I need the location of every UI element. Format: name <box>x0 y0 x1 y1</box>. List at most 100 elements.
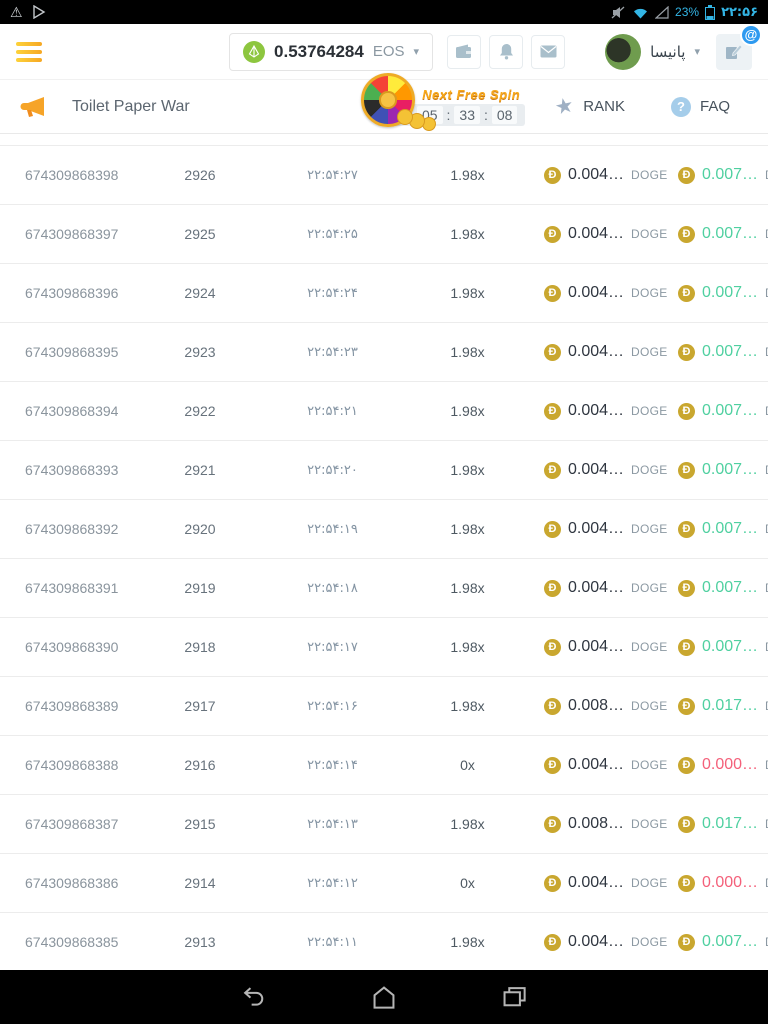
rank-link[interactable]: ★ RANK <box>553 93 625 119</box>
bet-profit-cell: Đ 0.007… DOGE <box>678 638 768 656</box>
bet-amount-cell: Đ 0.004… DOGE <box>510 756 678 774</box>
bet-profit-currency: DOGE <box>765 463 768 477</box>
menu-button[interactable] <box>16 41 42 62</box>
bet-amount-currency: DOGE <box>631 581 668 595</box>
table-row[interactable]: 674309868391 2919 ۲۲:۵۴:۱۸ 1.98x Đ 0.004… <box>0 559 768 618</box>
bet-multiplier: 1.98x <box>450 580 485 596</box>
balance-selector[interactable]: 0.53764284 EOS ▾ <box>229 32 434 71</box>
bet-amount: 0.004… <box>568 225 625 242</box>
table-row[interactable]: 674309868389 2917 ۲۲:۵۴:۱۶ 1.98x Đ 0.008… <box>0 677 768 736</box>
notifications-button[interactable] <box>489 34 524 69</box>
doge-coin-icon: Đ <box>678 343 695 361</box>
table-row[interactable]: 674309868387 2915 ۲۲:۵۴:۱۳ 1.98x Đ 0.008… <box>0 795 768 854</box>
doge-coin-icon: Đ <box>678 166 695 184</box>
bet-id: 674309868386 <box>25 875 119 891</box>
countdown-minutes: 33 <box>454 106 480 124</box>
table-row[interactable]: 674309868398 2926 ۲۲:۵۴:۲۷ 1.98x Đ 0.004… <box>0 146 768 205</box>
doge-coin-icon: Đ <box>678 756 695 774</box>
bet-amount-cell: Đ 0.004… DOGE <box>510 579 678 597</box>
faq-link[interactable]: ? FAQ <box>670 96 730 117</box>
home-icon <box>373 986 395 1009</box>
doge-coin-icon: Đ <box>544 520 561 538</box>
announcement-text[interactable]: Toilet Paper War <box>72 97 190 115</box>
bet-amount-cell: Đ 0.004… DOGE <box>510 166 678 184</box>
free-spin-widget[interactable]: Next Free Spin 05 : 33 : 08 <box>360 73 526 127</box>
bet-amount-currency: DOGE <box>631 404 668 418</box>
user-menu[interactable]: پانیسا ▾ <box>605 33 700 70</box>
bet-amount-currency: DOGE <box>631 640 668 654</box>
back-icon <box>243 987 264 1006</box>
doge-coin-icon: Đ <box>544 579 561 597</box>
bet-profit-currency: DOGE <box>765 168 768 182</box>
bet-amount: 0.004… <box>568 756 625 773</box>
bet-profit-cell: Đ 0.007… DOGE <box>678 520 768 538</box>
table-row[interactable]: 674309868393 2921 ۲۲:۵۴:۲۰ 1.98x Đ 0.004… <box>0 441 768 500</box>
bet-profit: 0.007… <box>702 933 759 950</box>
bet-id: 674309868391 <box>25 580 119 596</box>
bet-profit-cell: Đ 0.007… DOGE <box>678 579 768 597</box>
bet-multiplier: 1.98x <box>450 167 485 183</box>
table-row[interactable]: 674309868395 2923 ۲۲:۵۴:۲۳ 1.98x Đ 0.004… <box>0 323 768 382</box>
bet-profit: 0.007… <box>702 225 759 242</box>
balance-amount: 0.53764284 <box>274 41 364 61</box>
doge-coin-icon: Đ <box>544 166 561 184</box>
table-row[interactable]: 674309868397 2925 ۲۲:۵۴:۲۵ 1.98x Đ 0.004… <box>0 205 768 264</box>
bet-profit: 0.000… <box>702 874 759 891</box>
bet-amount: 0.008… <box>568 815 625 832</box>
bet-profit: 0.017… <box>702 697 759 714</box>
table-row[interactable]: 674309868390 2918 ۲۲:۵۴:۱۷ 1.98x Đ 0.004… <box>0 618 768 677</box>
bet-time: ۲۲:۵۴:۱۸ <box>307 580 358 596</box>
bet-multiplier: 1.98x <box>450 403 485 419</box>
bet-profit-currency: DOGE <box>765 699 768 713</box>
bet-number: 2919 <box>184 580 216 596</box>
bet-time: ۲۲:۵۴:۱۴ <box>307 757 358 773</box>
compose-button[interactable]: @ <box>716 23 762 70</box>
bet-multiplier: 1.98x <box>450 816 485 832</box>
bet-amount-cell: Đ 0.004… DOGE <box>510 343 678 361</box>
table-row[interactable]: 674309868396 2924 ۲۲:۵۴:۲۴ 1.98x Đ 0.004… <box>0 264 768 323</box>
bet-profit: 0.007… <box>702 638 759 655</box>
countdown-separator: : <box>446 107 451 123</box>
wallet-button[interactable] <box>447 34 482 69</box>
recents-icon <box>503 987 526 1007</box>
battery-percent: 23% <box>675 5 700 19</box>
doge-coin-icon: Đ <box>544 461 561 479</box>
bet-number: 2914 <box>184 875 216 891</box>
at-badge[interactable]: @ <box>740 23 762 46</box>
back-button[interactable] <box>235 978 273 1016</box>
bet-profit-cell: Đ 0.000… DOGE <box>678 874 768 892</box>
bet-time: ۲۲:۵۴:۱۳ <box>307 816 358 832</box>
table-row[interactable]: 674309868392 2920 ۲۲:۵۴:۱۹ 1.98x Đ 0.004… <box>0 500 768 559</box>
table-row[interactable]: 674309868394 2922 ۲۲:۵۴:۲۱ 1.98x Đ 0.004… <box>0 382 768 441</box>
bet-amount-currency: DOGE <box>631 345 668 359</box>
bet-profit: 0.007… <box>702 166 759 183</box>
rank-label: RANK <box>583 98 625 115</box>
bet-number: 2920 <box>184 521 216 537</box>
question-icon: ? <box>670 96 691 117</box>
table-row[interactable]: 674309868385 2913 ۲۲:۵۴:۱۱ 1.98x Đ 0.004… <box>0 913 768 972</box>
bet-profit: 0.007… <box>702 520 759 537</box>
bet-multiplier: 0x <box>460 757 475 773</box>
free-spin-countdown: 05 : 33 : 08 <box>376 104 526 126</box>
table-row[interactable]: 674309868386 2914 ۲۲:۵۴:۱۲ 0x Đ 0.004… D… <box>0 854 768 913</box>
bet-id: 674309868396 <box>25 285 119 301</box>
table-row[interactable]: 674309868388 2916 ۲۲:۵۴:۱۴ 0x Đ 0.004… D… <box>0 736 768 795</box>
mail-icon <box>540 45 557 58</box>
bet-number: 2923 <box>184 344 216 360</box>
bet-profit-currency: DOGE <box>765 758 768 772</box>
bet-amount: 0.004… <box>568 343 625 360</box>
bet-amount-currency: DOGE <box>631 286 668 300</box>
bet-profit-currency: DOGE <box>765 227 768 241</box>
home-button[interactable] <box>365 978 403 1016</box>
bet-amount-cell: Đ 0.004… DOGE <box>510 284 678 302</box>
recents-button[interactable] <box>495 978 533 1016</box>
bet-number: 2926 <box>184 167 216 183</box>
bet-number: 2915 <box>184 816 216 832</box>
messages-button[interactable] <box>531 34 566 69</box>
wallet-icon <box>456 44 472 58</box>
bet-amount-cell: Đ 0.004… DOGE <box>510 638 678 656</box>
bet-amount-cell: Đ 0.004… DOGE <box>510 225 678 243</box>
free-spin-label: Next Free Spin <box>422 87 521 102</box>
bet-time: ۲۲:۵۴:۱۱ <box>307 934 358 950</box>
battery-icon <box>705 4 716 20</box>
